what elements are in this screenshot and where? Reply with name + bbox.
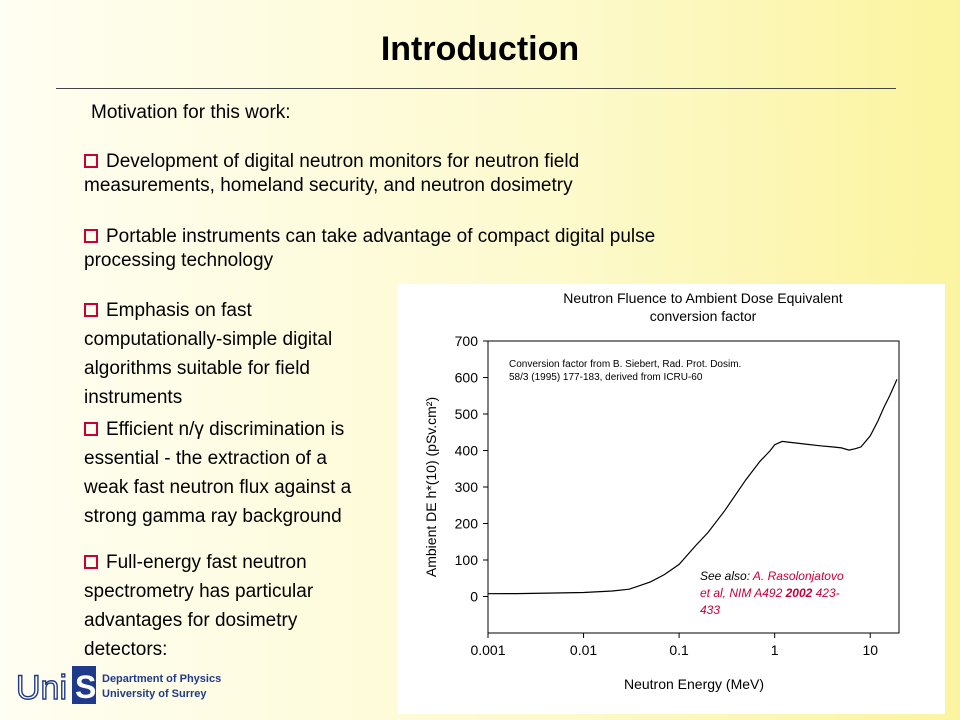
y-tick-label: 500 — [455, 406, 479, 422]
bullet-line: essential - the extraction of a — [84, 448, 327, 469]
x-tick-label: 1 — [771, 642, 779, 658]
bullet-line: Efficient n/γ discrimination is — [106, 419, 345, 440]
see-also-journal: et al, NIM A492 — [700, 586, 786, 600]
logo-dept-line: University of Surrey — [102, 688, 207, 700]
series-line — [487, 379, 898, 595]
bullet-line: Portable instruments can take advantage … — [106, 226, 656, 247]
bullet-line: weak fast neutron flux against a — [84, 477, 352, 498]
y-tick-label: 100 — [455, 552, 479, 568]
y-tick-label: 400 — [455, 443, 479, 459]
chart-panel: Neutron Fluence to Ambient Dose Equivale… — [398, 284, 945, 714]
annotation-line: Conversion factor from B. Siebert, Rad. … — [509, 359, 741, 370]
bullet-item: Full-energy fast neutron spectrometry ha… — [84, 548, 313, 664]
bullet-line: Emphasis on fast — [106, 300, 252, 321]
see-also-line: See also: A. Rasolonjatovo — [700, 569, 844, 583]
bullet-line: instruments — [84, 387, 183, 408]
checkbox-bullet-icon — [84, 229, 98, 243]
bullet-line: spectrometry has particular — [84, 581, 314, 602]
y-tick-label: 300 — [455, 479, 479, 495]
x-tick-label: 10 — [862, 642, 878, 658]
x-axis-label: Neutron Energy (MeV) — [624, 676, 764, 692]
y-axis-label: Ambient DE h*(10) (pSv.cm²) — [423, 397, 439, 577]
x-tick-label: 0.001 — [470, 642, 505, 658]
see-also-prefix: See also: — [700, 569, 753, 583]
checkbox-bullet-icon — [84, 422, 98, 436]
y-tick-label: 600 — [455, 370, 479, 386]
bullet-line: computationally-simple digital — [84, 329, 333, 350]
logo-dept-line: Department of Physics — [102, 673, 221, 685]
bullet-item: Development of digital neutron monitors … — [84, 150, 579, 198]
checkbox-bullet-icon — [84, 555, 98, 569]
bullet-item: Emphasis on fast computationally-simple … — [84, 296, 332, 412]
bullet-line: algorithms suitable for field — [84, 358, 310, 379]
x-axis: 0.001 0.01 0.1 1 10 — [470, 633, 878, 658]
chart-title-line: Neutron Fluence to Ambient Dose Equivale… — [563, 290, 842, 306]
series-group — [487, 379, 898, 595]
bullet-line: detectors: — [84, 639, 168, 660]
logo-uni-text: Uni — [16, 669, 67, 707]
unis-logo-graphic: Uni S Department of Physics University o… — [15, 666, 221, 708]
see-also-author: A. Rasolonjatovo — [752, 569, 844, 583]
university-logo: Uni S Department of Physics University o… — [14, 662, 244, 710]
title-divider — [56, 88, 896, 89]
annotation-line: 58/3 (1995) 177-183, derived from ICRU-6… — [509, 372, 703, 383]
bullet-item: Portable instruments can take advantage … — [84, 225, 655, 273]
checkbox-bullet-icon — [84, 303, 98, 317]
bullet-item: Efficient n/γ discrimination is essentia… — [84, 415, 351, 531]
see-also-line: et al, NIM A492 2002 423- — [700, 586, 840, 600]
see-also-year: 2002 — [785, 586, 813, 600]
slide-title: Introduction — [380, 30, 580, 68]
y-tick-label: 0 — [470, 589, 478, 605]
motivation-heading: Motivation for this work: — [91, 102, 291, 123]
see-also-line: 433 — [700, 603, 720, 617]
bullet-line: Full-energy fast neutron — [106, 552, 307, 573]
bullet-line: advantages for dosimetry — [84, 610, 298, 631]
logo-s-block — [72, 666, 96, 704]
see-also-pages: 423- — [812, 586, 839, 600]
bullet-line: measurements, homeland security, and neu… — [84, 175, 573, 196]
x-tick-label: 0.1 — [669, 642, 689, 658]
bullet-line: processing technology — [84, 250, 274, 271]
chart-title-line: conversion factor — [650, 308, 757, 324]
x-tick-label: 0.01 — [570, 642, 597, 658]
y-tick-label: 700 — [455, 333, 479, 349]
conversion-factor-chart: Neutron Fluence to Ambient Dose Equivale… — [423, 290, 900, 692]
y-axis: 0 100 200 300 400 500 600 700 — [455, 333, 488, 605]
bullet-line: strong gamma ray background — [84, 506, 342, 527]
logo-s-text: S — [75, 669, 96, 705]
bullet-line: Development of digital neutron monitors … — [106, 151, 580, 172]
checkbox-bullet-icon — [84, 154, 98, 168]
y-tick-label: 200 — [455, 516, 479, 532]
